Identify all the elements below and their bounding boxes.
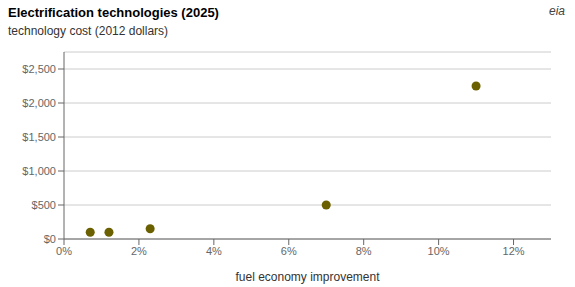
html-text:eia: eia	[549, 4, 565, 18]
html-text:Electrification technologies (: Electrification technologies (2025)	[8, 5, 219, 20]
svg-text:$500: $500	[32, 199, 56, 211]
svg-text:fuel economy improvement: fuel economy improvement	[235, 270, 380, 284]
svg-text:$0: $0	[44, 233, 56, 245]
svg-text:6%: 6%	[281, 245, 297, 257]
svg-text:12%: 12%	[503, 245, 525, 257]
svg-text:$2,500: $2,500	[22, 63, 56, 75]
svg-text:2%: 2%	[131, 245, 147, 257]
svg-text:4%: 4%	[206, 245, 222, 257]
svg-text:$2,000: $2,000	[22, 97, 56, 109]
html-text:technology cost (2012 dollars): technology cost (2012 dollars)	[8, 24, 169, 38]
svg-text:$1,500: $1,500	[22, 131, 56, 143]
svg-text:$1,000: $1,000	[22, 165, 56, 177]
svg-text:10%: 10%	[428, 245, 450, 257]
svg-text:8%: 8%	[356, 245, 372, 257]
svg-text:0%: 0%	[56, 245, 72, 257]
